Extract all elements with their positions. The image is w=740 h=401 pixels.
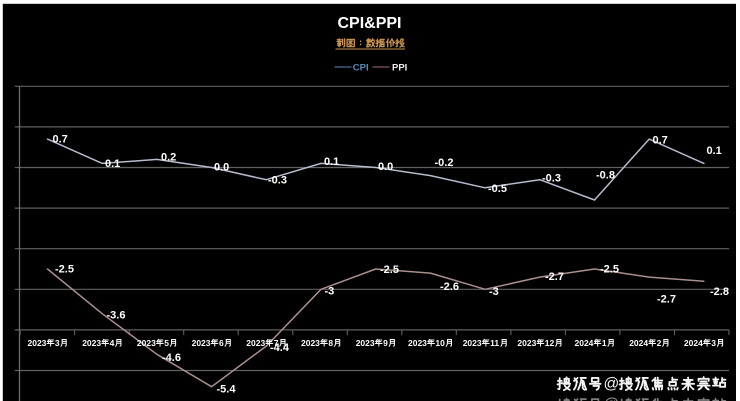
svg-text:0.0: 0.0 bbox=[378, 161, 393, 173]
svg-text:2023: 2023 bbox=[137, 338, 156, 348]
svg-text:2023: 2023 bbox=[301, 338, 320, 348]
svg-text:0.1: 0.1 bbox=[324, 156, 339, 168]
svg-text:-0.3: -0.3 bbox=[542, 172, 561, 184]
svg-text:1: 1 bbox=[602, 338, 607, 348]
svg-text:2023: 2023 bbox=[356, 338, 375, 348]
svg-text:-2.6: -2.6 bbox=[440, 281, 459, 293]
svg-text:PPI: PPI bbox=[392, 62, 407, 73]
svg-text:-4.4: -4.4 bbox=[270, 342, 290, 354]
svg-text:-4.6: -4.6 bbox=[162, 352, 181, 364]
svg-text:-2.7: -2.7 bbox=[545, 271, 564, 283]
svg-text:6: 6 bbox=[219, 338, 224, 348]
svg-text:2023: 2023 bbox=[517, 338, 536, 348]
svg-text:-0.5: -0.5 bbox=[488, 183, 507, 195]
svg-text:-2.5: -2.5 bbox=[55, 263, 74, 275]
svg-text:2024: 2024 bbox=[575, 338, 594, 348]
svg-text:-0.8: -0.8 bbox=[596, 169, 615, 181]
svg-text:2024: 2024 bbox=[684, 338, 703, 348]
svg-text:2023: 2023 bbox=[246, 338, 265, 348]
svg-text:2023: 2023 bbox=[463, 338, 482, 348]
svg-text:-0.2: -0.2 bbox=[435, 157, 454, 169]
svg-text:-2.5: -2.5 bbox=[600, 263, 619, 275]
svg-text:5: 5 bbox=[164, 338, 169, 348]
svg-text:7: 7 bbox=[274, 338, 279, 348]
svg-text:@: @ bbox=[604, 396, 620, 401]
svg-text:-0.3: -0.3 bbox=[268, 174, 287, 186]
svg-text:2023: 2023 bbox=[192, 338, 211, 348]
svg-text:0.2: 0.2 bbox=[161, 151, 176, 163]
svg-text:4: 4 bbox=[110, 338, 115, 348]
svg-text:-2.5: -2.5 bbox=[380, 264, 399, 276]
svg-text:0.0: 0.0 bbox=[214, 161, 229, 173]
svg-text:12: 12 bbox=[545, 338, 555, 348]
svg-text:11: 11 bbox=[490, 338, 499, 348]
svg-text:2023: 2023 bbox=[82, 338, 101, 348]
svg-text:0.7: 0.7 bbox=[653, 134, 668, 146]
svg-text:3: 3 bbox=[711, 338, 716, 348]
svg-text:0.7: 0.7 bbox=[53, 133, 68, 145]
svg-text:2: 2 bbox=[657, 338, 662, 348]
svg-text:3: 3 bbox=[55, 338, 60, 348]
svg-text:0.1: 0.1 bbox=[105, 158, 120, 170]
svg-text:-3: -3 bbox=[325, 285, 335, 297]
svg-text:-3: -3 bbox=[489, 286, 499, 298]
svg-text:-3.6: -3.6 bbox=[107, 309, 126, 321]
svg-text:-5.4: -5.4 bbox=[217, 383, 237, 395]
svg-text:2023: 2023 bbox=[28, 338, 47, 348]
svg-text:CPI&PPI: CPI&PPI bbox=[337, 15, 401, 32]
svg-text:2023: 2023 bbox=[408, 338, 427, 348]
svg-text:2024: 2024 bbox=[629, 338, 648, 348]
svg-text:@: @ bbox=[604, 376, 620, 393]
svg-text:CPI: CPI bbox=[353, 62, 369, 73]
svg-text:-2.8: -2.8 bbox=[710, 286, 729, 298]
svg-text:0.1: 0.1 bbox=[707, 145, 722, 157]
svg-text:10: 10 bbox=[435, 338, 445, 348]
svg-text:8: 8 bbox=[328, 338, 333, 348]
svg-text:-2.7: -2.7 bbox=[657, 293, 676, 305]
svg-text:9: 9 bbox=[383, 338, 388, 348]
